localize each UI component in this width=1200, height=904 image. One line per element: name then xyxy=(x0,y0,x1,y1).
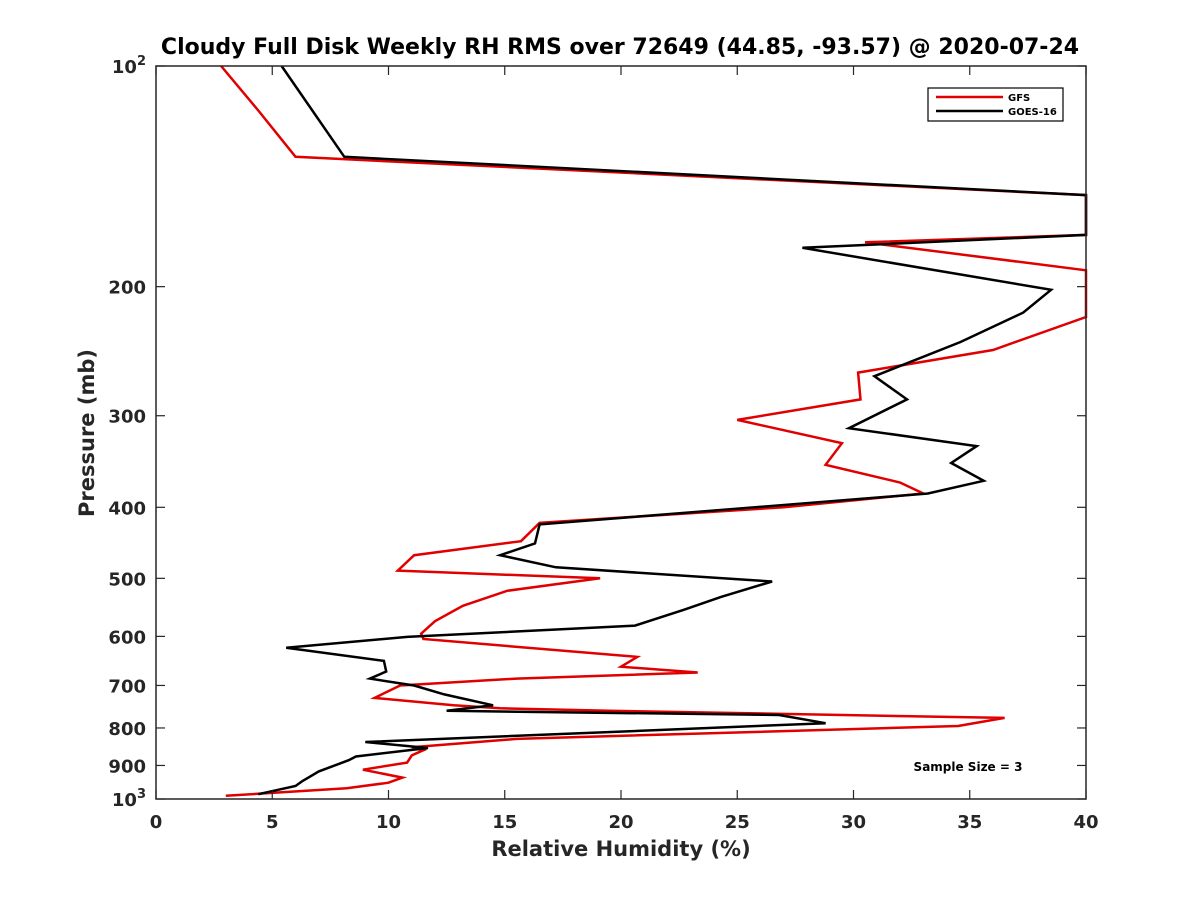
x-tick-label: 35 xyxy=(957,812,982,833)
y-tick-label: 400 xyxy=(108,498,146,519)
y-tick-label: 600 xyxy=(108,627,146,648)
sample-size-annotation: Sample Size = 3 xyxy=(914,760,1023,774)
x-tick-label: 20 xyxy=(608,812,633,833)
y-tick-label: 300 xyxy=(108,407,146,428)
x-tick-label: 25 xyxy=(725,812,750,833)
y-tick-label: 103 xyxy=(112,787,146,811)
y-axis-label: Pressure (mb) xyxy=(75,349,99,517)
x-tick-label: 10 xyxy=(376,812,401,833)
x-tick-label: 40 xyxy=(1073,812,1098,833)
y-tick-label: 800 xyxy=(108,719,146,740)
legend-label-gfs: GFS xyxy=(1008,93,1030,104)
legend: GFS GOES-16 xyxy=(927,87,1064,122)
y-tick-label: 102 xyxy=(112,54,146,78)
x-axis-ticks: 0 5 10 15 20 25 30 35 40 xyxy=(150,66,1099,833)
y-tick-label: 900 xyxy=(108,756,146,777)
x-tick-label: 30 xyxy=(841,812,866,833)
x-tick-label: 0 xyxy=(150,812,163,833)
chart-title: Cloudy Full Disk Weekly RH RMS over 7264… xyxy=(161,35,1079,60)
y-tick-label: 500 xyxy=(108,569,146,590)
y-axis-ticks: 102 200 300 400 500 600 700 800 900 103 xyxy=(108,54,1086,811)
legend-label-goes16: GOES-16 xyxy=(1008,107,1057,118)
y-tick-label: 700 xyxy=(108,676,146,697)
x-tick-label: 5 xyxy=(266,812,279,833)
legend-box xyxy=(927,87,1064,122)
y-tick-label: 200 xyxy=(108,278,146,299)
plot-lines xyxy=(220,65,1088,798)
series-line-goes16 xyxy=(258,65,1088,796)
x-tick-label: 15 xyxy=(492,812,517,833)
x-axis-label: Relative Humidity (%) xyxy=(491,837,750,861)
